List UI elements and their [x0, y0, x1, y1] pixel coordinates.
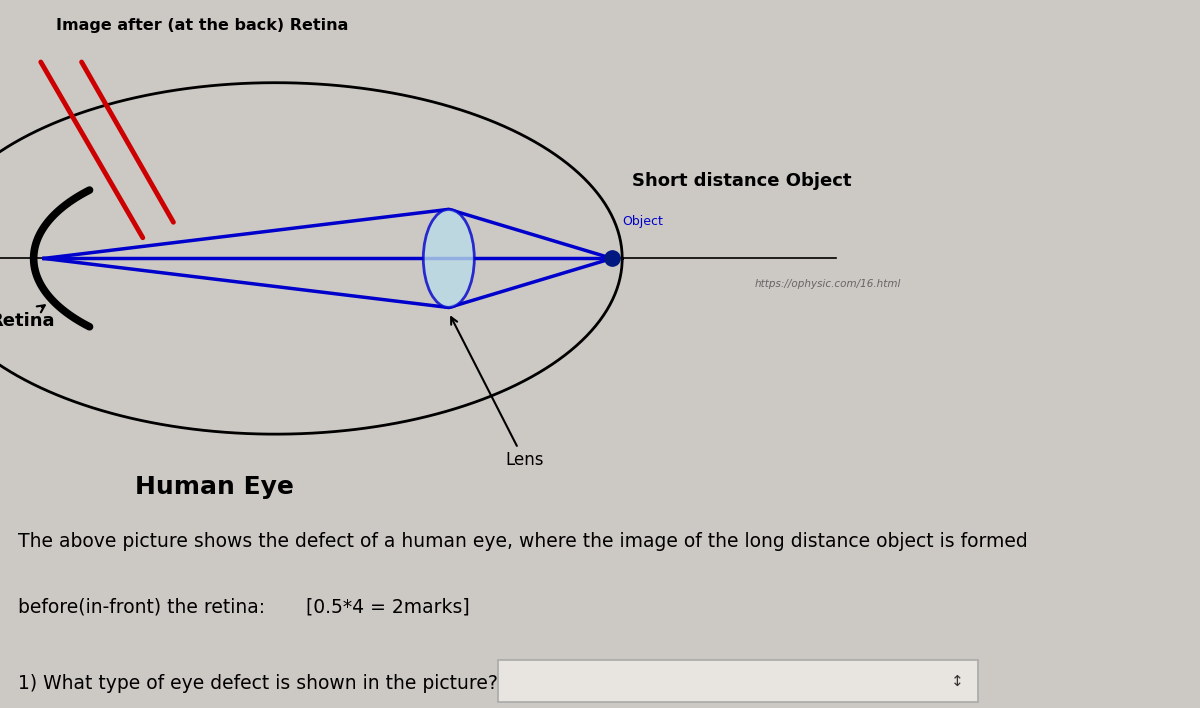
- FancyBboxPatch shape: [498, 660, 978, 702]
- Text: 1) What type of eye defect is shown in the picture?: 1) What type of eye defect is shown in t…: [18, 673, 498, 692]
- Text: https://ophysic.com/16.html: https://ophysic.com/16.html: [755, 279, 901, 289]
- Text: before(in-front) the retina:: before(in-front) the retina:: [18, 597, 265, 616]
- Text: Retina: Retina: [0, 305, 55, 330]
- Text: Short distance Object: Short distance Object: [632, 172, 852, 190]
- Text: Lens: Lens: [451, 317, 544, 469]
- Text: [0.5*4 = 2marks]: [0.5*4 = 2marks]: [264, 597, 469, 616]
- Ellipse shape: [424, 210, 474, 307]
- Text: Human Eye: Human Eye: [134, 474, 294, 498]
- Text: ↕: ↕: [950, 674, 964, 689]
- Text: Object: Object: [622, 215, 664, 228]
- Text: Image after (at the back) Retina: Image after (at the back) Retina: [56, 18, 348, 33]
- Text: The above picture shows the defect of a human eye, where the image of the long d: The above picture shows the defect of a …: [18, 532, 1027, 551]
